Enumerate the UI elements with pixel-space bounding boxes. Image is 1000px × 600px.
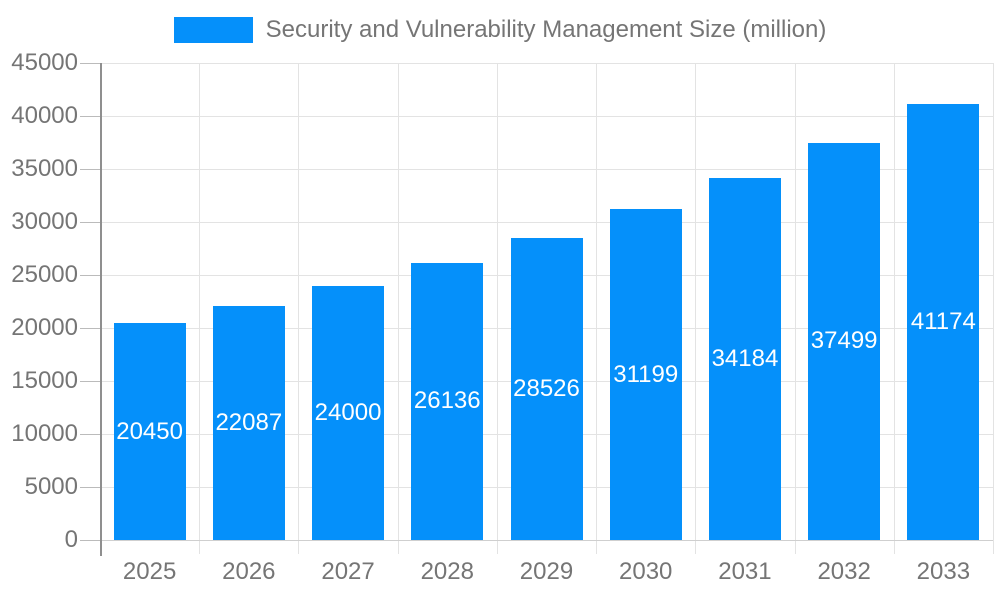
bar-value-label: 41174	[910, 307, 976, 335]
bar-value-label: 37499	[810, 327, 878, 355]
gridline-vertical	[695, 63, 697, 554]
bar-value-label: 31199	[613, 360, 679, 388]
x-axis-label: 2028	[420, 558, 474, 585]
gridline-vertical	[496, 63, 498, 554]
x-axis-label: 2031	[718, 558, 772, 585]
y-axis-label: 35000	[11, 155, 78, 182]
gridline-vertical	[993, 63, 994, 554]
y-axis-label: 15000	[11, 367, 78, 394]
bar-2026: 22087	[212, 305, 285, 540]
gridline-vertical	[199, 63, 201, 554]
y-axis-tick	[80, 434, 100, 435]
y-axis-label: 0	[64, 526, 78, 553]
y-axis-tick	[80, 63, 100, 64]
bar-value-label: 26136	[413, 387, 481, 415]
x-axis-label: 2033	[916, 558, 971, 585]
legend: Security and Vulnerability Management Si…	[0, 16, 1000, 44]
y-axis-label: 10000	[11, 420, 78, 447]
y-axis-tick	[80, 222, 100, 223]
x-axis-label: 2026	[222, 558, 276, 585]
y-axis-label: 25000	[11, 261, 78, 288]
y-axis-tick	[80, 487, 100, 488]
bar-2029: 28526	[510, 237, 583, 540]
bar-value-label: 34184	[711, 344, 779, 372]
y-axis-label: 45000	[11, 49, 78, 76]
y-axis-label: 5000	[24, 473, 78, 500]
y-axis-tick	[80, 169, 100, 170]
legend-swatch	[173, 17, 253, 43]
y-axis-tick	[80, 275, 100, 276]
y-axis-tick	[80, 116, 100, 117]
gridline-vertical	[893, 63, 895, 554]
chart-title: Security and Vulnerability Management Si…	[265, 16, 827, 43]
bar-2031: 34184	[708, 177, 781, 540]
x-axis-label: 2025	[122, 558, 177, 585]
y-axis-label: 30000	[11, 208, 78, 235]
bar-value-label: 22087	[215, 408, 283, 436]
gridline-vertical	[298, 63, 300, 554]
bar-2030: 31199	[609, 209, 682, 540]
bar-value-label: 24000	[314, 398, 382, 426]
bar-2033: 41174	[907, 103, 980, 540]
gridline-vertical	[596, 63, 598, 554]
y-axis-tick	[80, 540, 100, 541]
x-axis-label: 2030	[619, 558, 673, 585]
y-axis-tick	[80, 328, 100, 329]
x-axis-label: 2032	[817, 558, 871, 585]
gridline-horizontal	[100, 116, 993, 117]
y-axis-label: 40000	[11, 102, 78, 129]
x-axis-label: 2027	[321, 558, 375, 585]
gridline-horizontal	[100, 63, 993, 64]
x-axis-label: 2029	[519, 558, 574, 585]
bar-2027: 24000	[312, 285, 385, 540]
gridline-horizontal	[100, 169, 993, 170]
y-axis-tick	[80, 381, 100, 382]
bar-2025: 20450	[113, 323, 186, 540]
gridline-horizontal	[100, 222, 993, 223]
bar-value-label: 28526	[513, 374, 580, 402]
gridline-vertical	[794, 63, 796, 554]
x-axis-baseline	[100, 540, 993, 541]
y-axis-label: 20000	[11, 314, 78, 341]
bar-2032: 37499	[808, 142, 881, 540]
bar-value-label: 20450	[116, 417, 183, 445]
bar-2028: 26136	[411, 262, 484, 540]
y-axis-line	[100, 63, 102, 556]
gridline-vertical	[397, 63, 399, 554]
